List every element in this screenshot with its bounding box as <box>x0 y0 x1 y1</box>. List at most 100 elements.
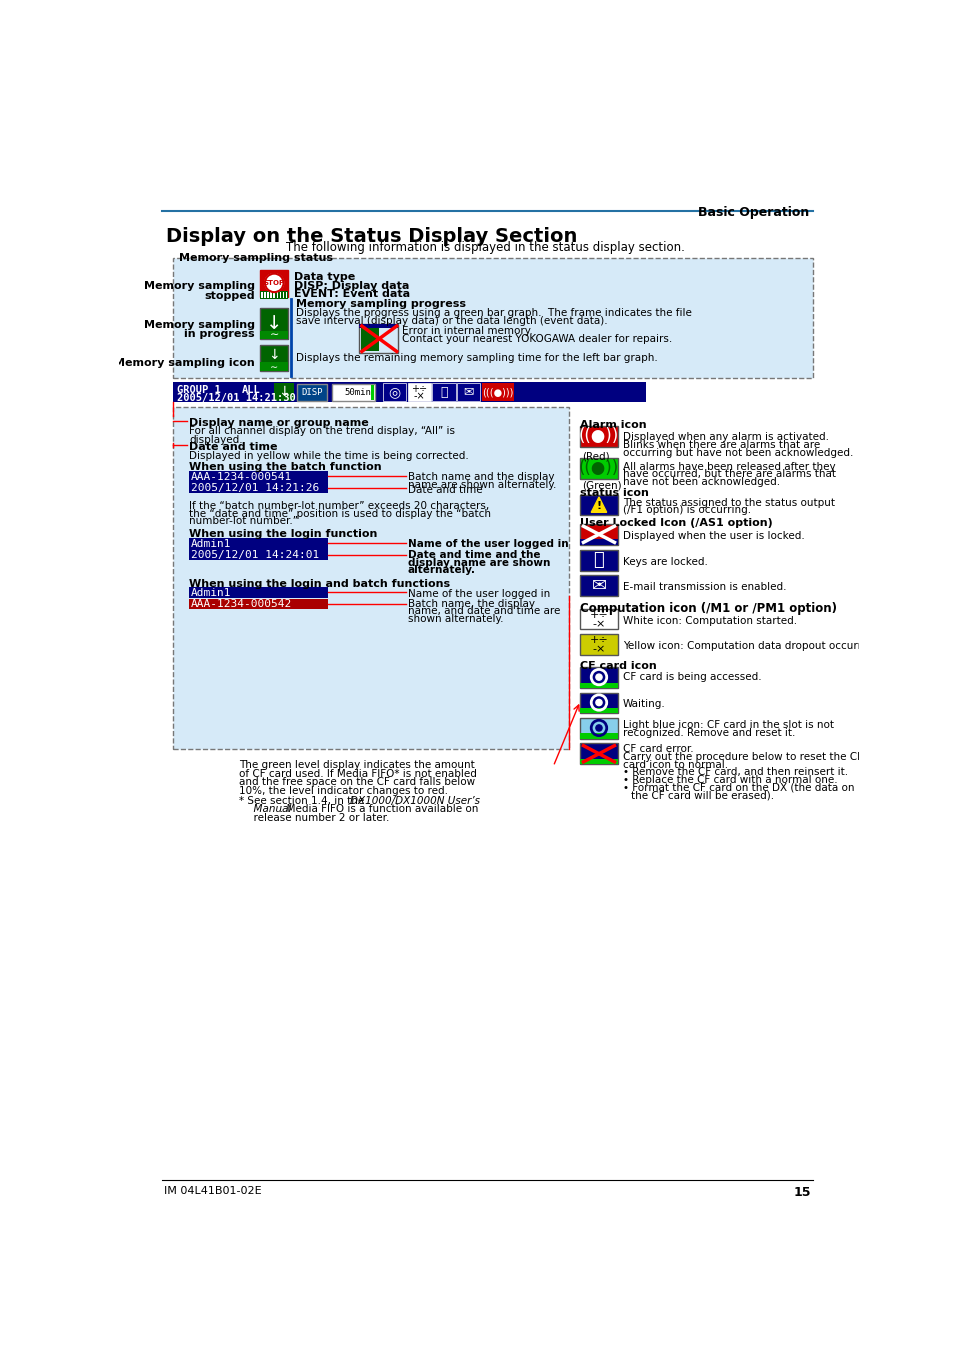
Circle shape <box>596 674 601 680</box>
Text: ↓: ↓ <box>277 385 289 400</box>
Bar <box>263 310 285 329</box>
Text: 2005/12/01 14:24:01: 2005/12/01 14:24:01 <box>191 549 318 560</box>
Text: If the “batch number-lot number” exceeds 20 characters,: If the “batch number-lot number” exceeds… <box>189 501 489 510</box>
Bar <box>274 383 294 401</box>
Text: The following information is displayed in the status display section.: The following information is displayed i… <box>286 242 684 254</box>
Text: Admin1: Admin1 <box>191 539 231 548</box>
Circle shape <box>596 725 601 732</box>
Text: have occurred, but there are alarms that: have occurred, but there are alarms that <box>622 470 835 479</box>
Bar <box>579 667 617 688</box>
Bar <box>579 634 617 655</box>
Text: The status assigned to the status output: The status assigned to the status output <box>622 498 834 508</box>
Text: (/F1 option) is occurring.: (/F1 option) is occurring. <box>622 505 750 516</box>
Bar <box>359 324 397 352</box>
Text: When using the batch function: When using the batch function <box>189 462 381 472</box>
Text: Name of the user logged in: Name of the user logged in <box>407 539 568 549</box>
Bar <box>579 427 617 447</box>
Text: 🔑: 🔑 <box>593 551 603 570</box>
Text: ↓: ↓ <box>266 315 282 333</box>
Text: Date and time: Date and time <box>189 443 277 452</box>
Bar <box>189 549 328 560</box>
Bar <box>579 459 617 479</box>
Text: ((●)): ((●)) <box>578 459 618 478</box>
Text: STOP: STOP <box>263 279 285 286</box>
Text: User Locked Icon (/AS1 option): User Locked Icon (/AS1 option) <box>579 518 772 528</box>
Text: +÷: +÷ <box>589 610 608 620</box>
Text: (Green): (Green) <box>581 481 621 490</box>
Text: -×: -× <box>413 392 424 401</box>
Text: ↓: ↓ <box>268 347 280 362</box>
Text: release number 2 or later.: release number 2 or later. <box>247 813 389 822</box>
Bar <box>359 324 397 328</box>
Text: ◎: ◎ <box>388 385 400 400</box>
Text: have not been acknowledged.: have not been acknowledged. <box>622 477 780 487</box>
Bar <box>270 292 272 298</box>
Text: When using the login function: When using the login function <box>189 529 377 539</box>
Bar <box>260 270 288 297</box>
Text: of CF card used. If Media FIFO* is not enabled: of CF card used. If Media FIFO* is not e… <box>239 768 476 779</box>
Text: 2005/12/01 14:21:26: 2005/12/01 14:21:26 <box>191 483 318 493</box>
Text: When using the login and batch functions: When using the login and batch functions <box>189 579 450 589</box>
Text: number-lot number.”: number-lot number.” <box>189 516 297 526</box>
Text: status icon: status icon <box>579 489 649 498</box>
Bar <box>579 707 617 713</box>
Text: the “date and time” position is used to display the “batch: the “date and time” position is used to … <box>189 509 491 518</box>
Bar <box>407 383 431 401</box>
Text: GROUP 1: GROUP 1 <box>177 385 221 394</box>
Text: +÷: +÷ <box>589 634 608 645</box>
Text: EVENT: Event data: EVENT: Event data <box>294 289 410 300</box>
Text: 15: 15 <box>793 1187 810 1199</box>
Text: Memory sampling: Memory sampling <box>144 320 254 329</box>
Bar <box>579 494 617 516</box>
Bar <box>579 539 617 544</box>
Text: ✉: ✉ <box>591 576 606 594</box>
Bar <box>481 383 514 401</box>
Circle shape <box>265 274 283 292</box>
Text: Computation icon (/M1 or /PM1 option): Computation icon (/M1 or /PM1 option) <box>579 602 837 614</box>
Bar <box>432 383 456 401</box>
Text: Displays the remaining memory sampling time for the left bar graph.: Displays the remaining memory sampling t… <box>295 352 657 363</box>
Bar <box>276 292 278 298</box>
Bar <box>579 609 617 629</box>
Bar <box>173 382 645 402</box>
Text: recognized. Remove and reset it.: recognized. Remove and reset it. <box>622 728 795 738</box>
Text: stopped: stopped <box>204 290 254 301</box>
Bar <box>189 598 328 609</box>
Text: AAA-1234-000541: AAA-1234-000541 <box>191 471 292 482</box>
Bar <box>332 383 375 401</box>
Text: and the free space on the CF card falls below: and the free space on the CF card falls … <box>239 778 475 787</box>
Text: Displays the progress using a green bar graph.  The frame indicates the file: Displays the progress using a green bar … <box>295 308 691 319</box>
Text: Contact your nearest YOKOGAWA dealer for repairs.: Contact your nearest YOKOGAWA dealer for… <box>402 333 672 344</box>
Text: DX1000/DX1000N User’s: DX1000/DX1000N User’s <box>350 795 479 806</box>
Text: Manual: Manual <box>247 805 292 814</box>
Text: Carry out the procedure below to reset the CF: Carry out the procedure below to reset t… <box>622 752 862 761</box>
Text: (((●))): (((●))) <box>482 387 514 397</box>
Text: displayed.: displayed. <box>189 435 242 444</box>
Bar <box>282 292 284 298</box>
Text: . Media FIFO is a function available on: . Media FIFO is a function available on <box>279 805 477 814</box>
Text: * See section 1.4, in the: * See section 1.4, in the <box>239 795 368 806</box>
Text: Keys are locked.: Keys are locked. <box>622 558 707 567</box>
Text: 🔑: 🔑 <box>439 386 447 398</box>
Text: alternately.: alternately. <box>407 566 475 575</box>
Text: Displayed when any alarm is activated.: Displayed when any alarm is activated. <box>622 432 828 441</box>
Bar <box>579 575 617 597</box>
Bar <box>579 733 617 738</box>
Text: Error in internal memory.: Error in internal memory. <box>402 325 533 336</box>
Bar <box>579 524 617 544</box>
Bar <box>579 744 617 764</box>
Text: DISP: Display data: DISP: Display data <box>294 281 409 290</box>
Text: name are shown alternately.: name are shown alternately. <box>407 481 556 490</box>
Bar <box>371 385 374 400</box>
Bar <box>264 292 266 298</box>
Bar <box>360 325 378 351</box>
Text: Batch name and the display: Batch name and the display <box>407 472 554 482</box>
Text: All alarms have been released after they: All alarms have been released after they <box>622 462 835 471</box>
Text: display name are shown: display name are shown <box>407 558 549 568</box>
Text: Displayed when the user is locked.: Displayed when the user is locked. <box>622 531 804 541</box>
Text: Admin1: Admin1 <box>191 587 231 598</box>
Text: Display on the Status Display Section: Display on the Status Display Section <box>166 227 577 247</box>
Circle shape <box>596 699 601 706</box>
Bar <box>456 383 480 401</box>
Text: For all channel display on the trend display, “All” is: For all channel display on the trend dis… <box>189 427 455 436</box>
